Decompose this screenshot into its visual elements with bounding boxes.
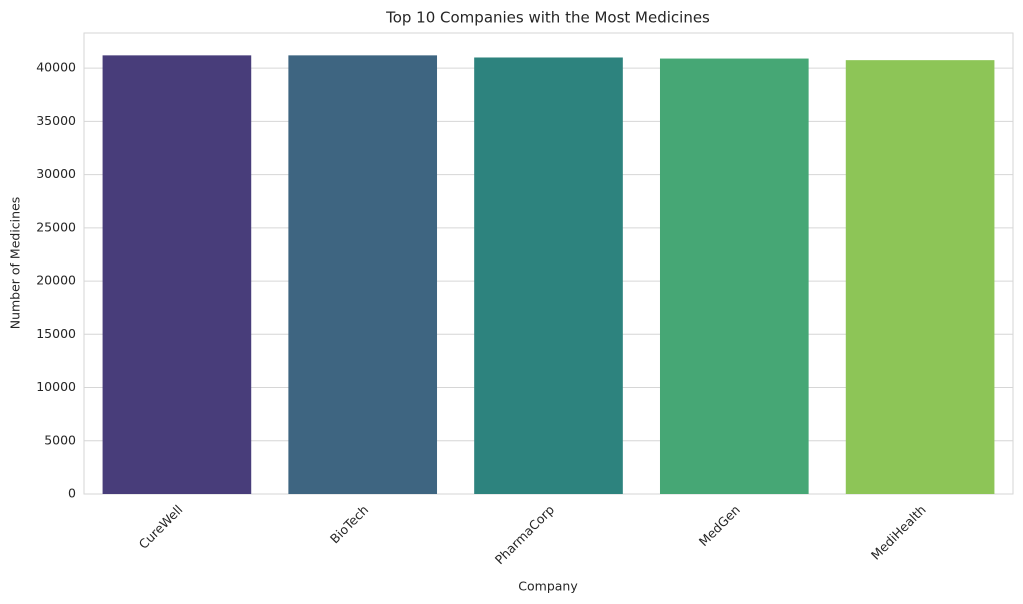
y-tick-label: 0 bbox=[68, 486, 76, 501]
x-tick-label: MediHealth bbox=[868, 502, 929, 563]
bar bbox=[659, 58, 809, 494]
x-tick-label: BioTech bbox=[327, 502, 371, 546]
x-tick-label: CureWell bbox=[136, 502, 186, 552]
y-tick-label: 40000 bbox=[36, 60, 76, 75]
y-tick-label: 10000 bbox=[36, 379, 76, 394]
y-tick-label: 25000 bbox=[36, 219, 76, 234]
bar bbox=[845, 60, 995, 495]
bar bbox=[474, 57, 623, 494]
y-tick-label: 35000 bbox=[36, 113, 76, 128]
y-axis-label: Number of Medicines bbox=[8, 197, 23, 330]
x-tick-label: PharmaCorp bbox=[492, 502, 557, 567]
y-tick-label: 20000 bbox=[36, 273, 76, 288]
y-tick-label: 5000 bbox=[44, 432, 76, 447]
bar bbox=[102, 55, 252, 494]
y-tick-label: 30000 bbox=[36, 166, 76, 181]
y-tick-label: 15000 bbox=[36, 326, 76, 341]
bar bbox=[288, 55, 438, 494]
chart-title: Top 10 Companies with the Most Medicines bbox=[385, 9, 710, 27]
x-axis-label: Company bbox=[518, 579, 578, 594]
x-tick-label: MedGen bbox=[696, 502, 743, 549]
